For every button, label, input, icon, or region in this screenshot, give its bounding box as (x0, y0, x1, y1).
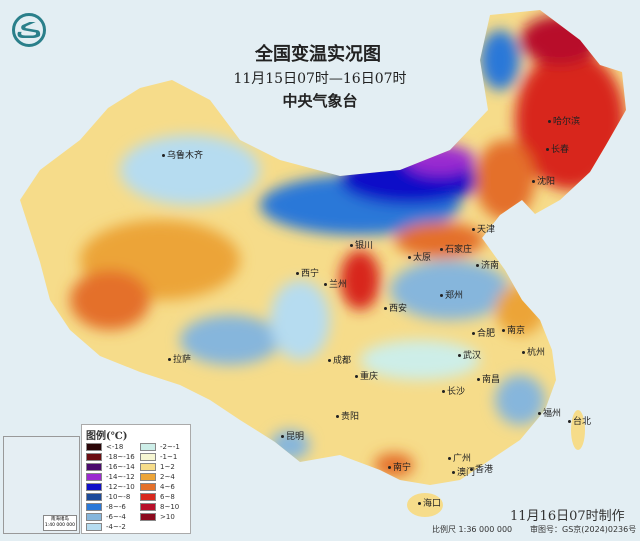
legend-swatch (86, 493, 102, 501)
legend-title: 图例(℃) (86, 431, 128, 442)
city-label: 长春 (546, 142, 569, 155)
legend-label: -10~-8 (106, 493, 131, 501)
south-china-sea-inset: 南海诸岛 1:40 000 000 (3, 436, 80, 534)
city-label: 石家庄 (440, 242, 472, 255)
legend-item: 8~10 (140, 502, 180, 512)
city-label: 郑州 (440, 288, 463, 301)
legend-swatch (86, 443, 102, 451)
city-label: 南宁 (388, 460, 411, 473)
legend-label: -14~-12 (106, 473, 135, 481)
legend-item: -8~-6 (86, 502, 135, 512)
city-label: 广州 (448, 451, 471, 464)
legend-label: -4~-2 (106, 523, 126, 531)
city-label: 天津 (472, 222, 495, 235)
legend-label: >10 (160, 513, 175, 521)
legend-item: -10~-8 (86, 492, 135, 502)
city-label: 太原 (408, 250, 431, 263)
legend-swatch (140, 483, 156, 491)
legend-label: -16~-14 (106, 463, 135, 471)
legend-swatch (140, 493, 156, 501)
legend-item: -12~-10 (86, 482, 135, 492)
city-label: 昆明 (281, 429, 304, 442)
legend-item: -16~-14 (86, 462, 135, 472)
city-label: 香港 (470, 462, 493, 475)
legend-label: 8~10 (160, 503, 180, 511)
city-label: 台北 (568, 414, 591, 427)
legend-swatch (86, 473, 102, 481)
legend-item: -14~-12 (86, 472, 135, 482)
legend-swatch (86, 453, 102, 461)
legend-item: -4~-2 (86, 522, 135, 532)
legend-label: 1~2 (160, 463, 175, 471)
city-label: 银川 (350, 238, 373, 251)
legend-item: -2~-1 (140, 442, 180, 452)
inset-scale: 南海诸岛 1:40 000 000 (42, 515, 77, 531)
legend-label: 2~4 (160, 473, 175, 481)
city-label: 成都 (328, 353, 351, 366)
legend-swatch (140, 513, 156, 521)
city-label: 合肥 (472, 326, 495, 339)
city-label: 沈阳 (532, 174, 555, 187)
legend-label: -1~1 (160, 453, 178, 461)
city-label: 重庆 (355, 369, 378, 382)
legend-swatch (86, 513, 102, 521)
legend-item: 4~6 (140, 482, 180, 492)
review-number: 审图号：GS京(2024)0236号 (530, 525, 637, 534)
city-label: 拉萨 (168, 352, 191, 365)
legend-item: >10 (140, 512, 180, 522)
city-label: 长沙 (442, 384, 465, 397)
city-label: 杭州 (522, 345, 545, 358)
legend-label: -12~-10 (106, 483, 135, 491)
map-title: 全国变温实况图 (255, 44, 381, 65)
legend-item: 2~4 (140, 472, 180, 482)
city-label: 乌鲁木齐 (162, 148, 203, 161)
legend-item: -6~-4 (86, 512, 135, 522)
legend-label: 4~6 (160, 483, 175, 491)
legend-label: -18~-16 (106, 453, 135, 461)
legend-item: 6~8 (140, 492, 180, 502)
map-period: 11月15日07时—16日07时 (233, 71, 407, 87)
city-label: 哈尔滨 (548, 114, 580, 127)
city-label: 济南 (476, 258, 499, 271)
city-label: 南昌 (477, 372, 500, 385)
legend-item: <-18 (86, 442, 135, 452)
legend: 图例(℃) <-18 -18~-16 -16~-14 -14~-12 -12~-10 -1… (81, 424, 191, 534)
cma-logo-icon: ڪ (12, 13, 46, 47)
city-label: 海口 (418, 496, 441, 509)
legend-swatch (140, 443, 156, 451)
map-scale: 比例尺 1:36 000 000 (432, 525, 513, 534)
legend-label: <-18 (106, 443, 124, 451)
legend-swatch (140, 463, 156, 471)
city-label: 武汉 (458, 348, 481, 361)
legend-label: -6~-4 (106, 513, 126, 521)
legend-item: 1~2 (140, 462, 180, 472)
legend-label: 6~8 (160, 493, 175, 501)
city-label: 澳门 (452, 465, 475, 478)
city-label: 西宁 (296, 266, 319, 279)
city-label: 贵阳 (336, 409, 359, 422)
map-agency: 中央气象台 (282, 92, 358, 110)
legend-swatch (86, 463, 102, 471)
legend-swatch (86, 483, 102, 491)
legend-swatch (140, 453, 156, 461)
legend-swatch (140, 473, 156, 481)
legend-swatch (86, 523, 102, 531)
legend-label: -8~-6 (106, 503, 126, 511)
legend-label: -2~-1 (160, 443, 180, 451)
legend-swatch (86, 503, 102, 511)
city-label: 兰州 (324, 277, 347, 290)
city-label: 南京 (502, 323, 525, 336)
legend-item: -1~1 (140, 452, 180, 462)
legend-swatch (140, 503, 156, 511)
made-time: 11月16日07时制作 (510, 509, 625, 524)
city-label: 西安 (384, 301, 407, 314)
legend-item: -18~-16 (86, 452, 135, 462)
city-label: 福州 (538, 406, 561, 419)
